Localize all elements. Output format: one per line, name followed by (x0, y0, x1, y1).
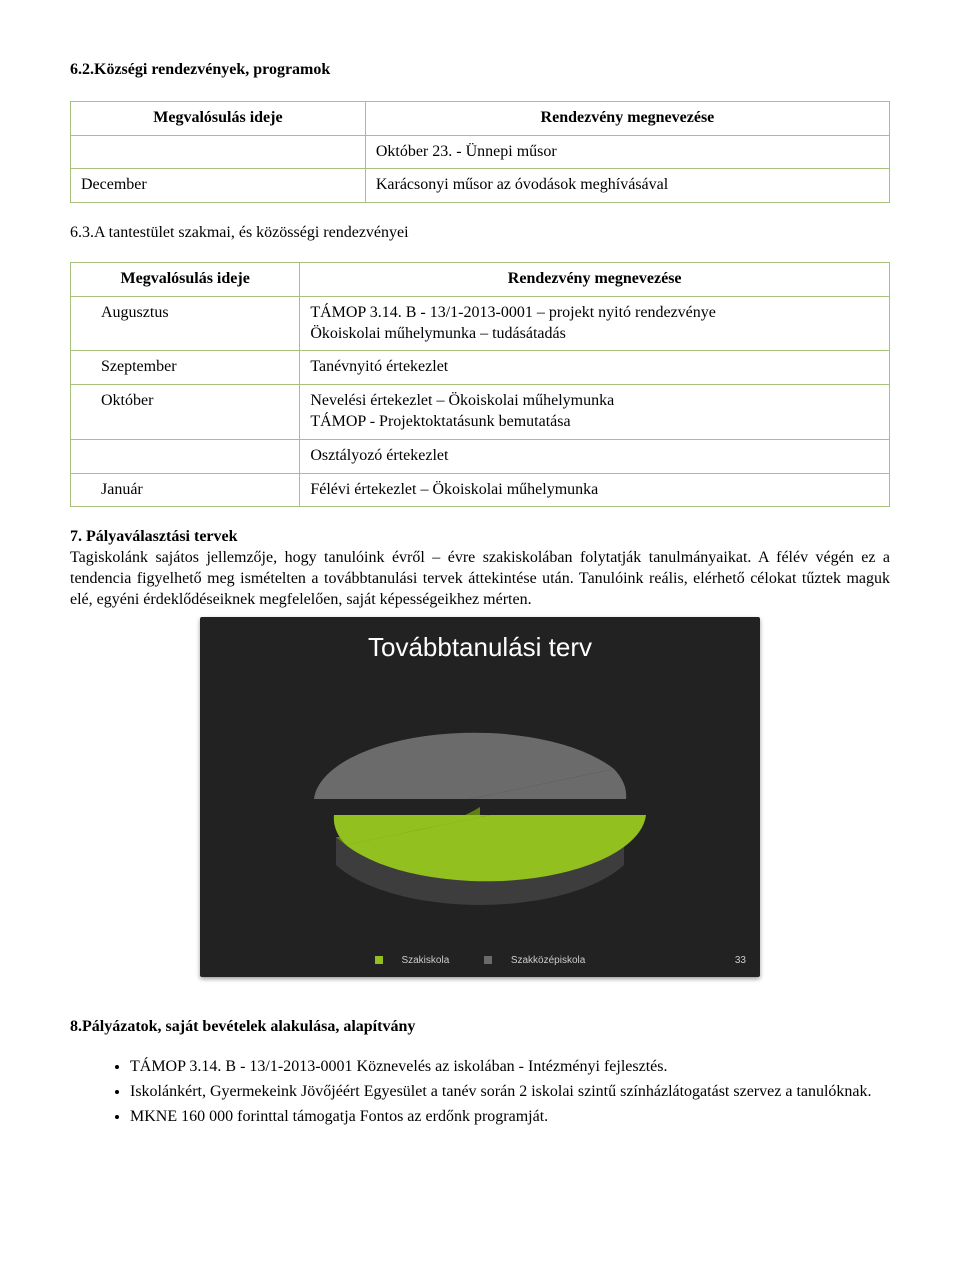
legend-label: Szakiskola (401, 955, 449, 966)
table-row: Osztályozó értekezlet (71, 439, 890, 473)
table-row: Október 23. - Ünnepi műsor (71, 135, 890, 169)
table-header: Rendezvény megnevezése (365, 101, 889, 135)
legend-swatch (484, 956, 492, 964)
table-cell: Január (71, 473, 300, 507)
table-6-3: Megvalósulás ideje Rendezvény megnevezés… (70, 262, 890, 507)
table-row: Október Nevelési értekezlet – Ökoiskolai… (71, 385, 890, 440)
table-cell (71, 439, 300, 473)
section-8-heading: 8.Pályázatok, saját bevételek alakulása,… (70, 1017, 890, 1038)
table-row: Január Félévi értekezlet – Ökoiskolai mű… (71, 473, 890, 507)
section-7-text: Tagiskolánk sajátos jellemzője, hogy tan… (70, 549, 890, 608)
table-cell: Félévi értekezlet – Ökoiskolai műhelymun… (300, 473, 890, 507)
table-cell: Augusztus (71, 296, 300, 351)
chart-slide: Továbbtanulási terv Szakiskola (200, 617, 760, 977)
table-header-row: Megvalósulás ideje Rendezvény megnevezés… (71, 101, 890, 135)
table-cell: Osztályozó értekezlet (300, 439, 890, 473)
chart-legend: Szakiskola Szakközépiskola (200, 954, 760, 967)
table-header-row: Megvalósulás ideje Rendezvény megnevezés… (71, 262, 890, 296)
legend-swatch (375, 956, 383, 964)
table-cell: December (71, 169, 366, 203)
table-row: Augusztus TÁMOP 3.14. B - 13/1-2013-0001… (71, 296, 890, 351)
table-header: Megvalósulás ideje (71, 262, 300, 296)
section-7-heading: 7. Pályaválasztási tervek (70, 528, 238, 545)
pie-chart (300, 707, 660, 907)
table-header: Megvalósulás ideje (71, 101, 366, 135)
list-item: MKNE 160 000 forinttal támogatja Fontos … (130, 1107, 890, 1128)
section-6-3-heading: 6.3.A tantestület szakmai, és közösségi … (70, 223, 890, 244)
list-item: TÁMOP 3.14. B - 13/1-2013-0001 Köznevelé… (130, 1057, 890, 1078)
table-cell: Tanévnyitó értekezlet (300, 351, 890, 385)
table-cell: Október (71, 385, 300, 440)
table-row: December Karácsonyi műsor az óvodások me… (71, 169, 890, 203)
table-row: Szeptember Tanévnyitó értekezlet (71, 351, 890, 385)
section-7-paragraph: 7. Pályaválasztási tervek Tagiskolánk sa… (70, 527, 890, 610)
chart-title: Továbbtanulási terv (200, 631, 760, 665)
slide-page-number: 33 (735, 954, 746, 967)
legend-item: Szakközépiskola (476, 955, 593, 966)
section-6-2-heading: 6.2.Községi rendezvények, programok (70, 60, 890, 81)
table-cell: TÁMOP 3.14. B - 13/1-2013-0001 – projekt… (300, 296, 890, 351)
table-cell: Karácsonyi műsor az óvodások meghívásáva… (365, 169, 889, 203)
table-header: Rendezvény megnevezése (300, 262, 890, 296)
section-8-list: TÁMOP 3.14. B - 13/1-2013-0001 Köznevelé… (130, 1057, 890, 1127)
table-6-2: Megvalósulás ideje Rendezvény megnevezés… (70, 101, 890, 203)
legend-label: Szakközépiskola (511, 955, 585, 966)
table-cell: Szeptember (71, 351, 300, 385)
legend-item: Szakiskola (367, 955, 460, 966)
table-cell: Október 23. - Ünnepi műsor (365, 135, 889, 169)
table-cell: Nevelési értekezlet – Ökoiskolai műhelym… (300, 385, 890, 440)
list-item: Iskolánkért, Gyermekeink Jövőjéért Egyes… (130, 1082, 890, 1103)
table-cell (71, 135, 366, 169)
